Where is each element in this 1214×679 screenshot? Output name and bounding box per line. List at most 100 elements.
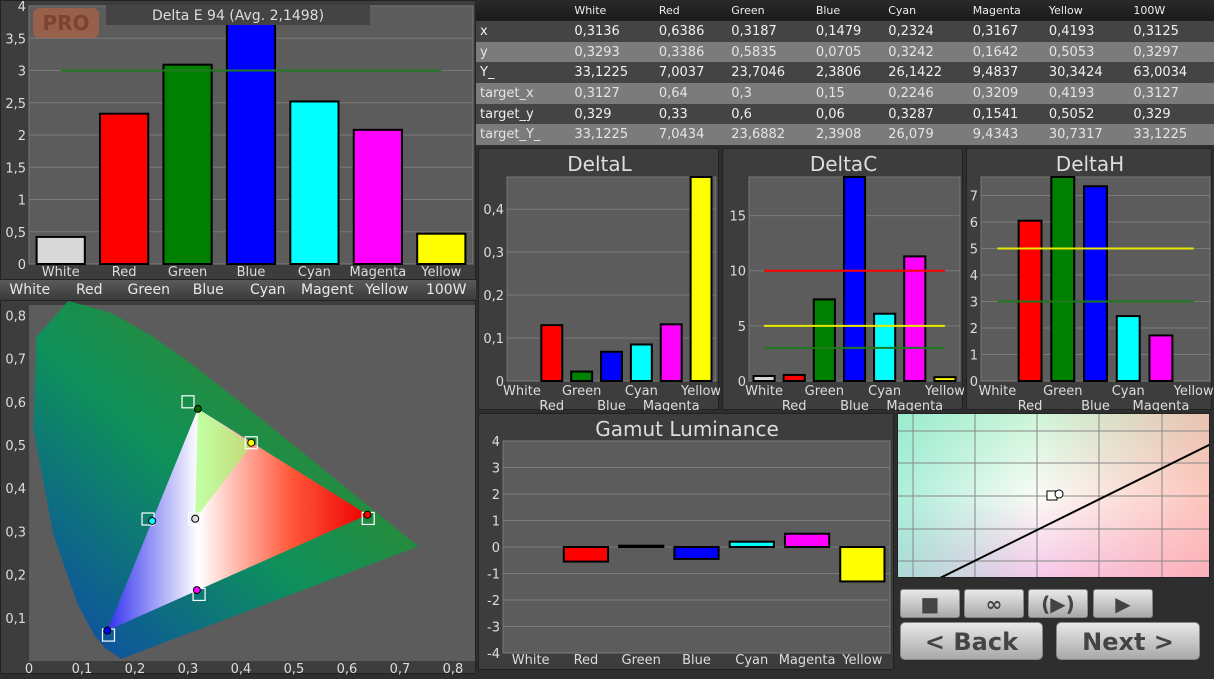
- y-tick-label: 0,6: [5, 396, 26, 411]
- table-cell: 26,079: [884, 124, 969, 145]
- y-tick-label: 0: [738, 375, 746, 390]
- patch-tab-white[interactable]: White: [9, 282, 51, 298]
- table-cell: 26,1422: [884, 62, 969, 84]
- play-button[interactable]: ▶: [1093, 589, 1153, 618]
- x-tick-label: Red: [782, 399, 807, 411]
- table-cell: 0,33: [654, 103, 728, 125]
- x-tick-label: Yellow: [1173, 384, 1213, 399]
- y-tick-label: 0: [496, 375, 504, 390]
- y-tick-label: 3: [970, 296, 978, 311]
- measured-marker: [363, 510, 372, 519]
- bar-cyan: [728, 540, 775, 548]
- y-tick-label: 0,4: [5, 482, 26, 497]
- x-tick-label: Magenta: [886, 399, 943, 411]
- y-tick-label: 5: [970, 243, 978, 258]
- table-cell: 0,2246: [884, 83, 969, 104]
- x-tick-label: Red: [1018, 399, 1043, 411]
- patch-tab-100w[interactable]: 100W: [425, 282, 467, 298]
- measured-marker: [191, 514, 200, 523]
- y-tick-label: 5: [738, 320, 746, 335]
- table-cell: 33,1225: [570, 124, 655, 145]
- delta-e-chart: 0 0,5 1 1,5 2 2,5 3 3,5 4 White Red Green Blue Cyan Ma…: [5, 0, 474, 280]
- x-tick-label: White: [512, 653, 550, 668]
- x-tick-label: Cyan: [298, 265, 331, 280]
- x-tick-label: Yellow: [841, 653, 882, 668]
- delta-e-panel: 0 0,5 1 1,5 2 2,5 3 3,5 4 White Red Green Blue Cyan Ma…: [0, 0, 476, 280]
- x-tick-label: White: [42, 265, 80, 280]
- table-cell: 33,1225: [570, 62, 655, 84]
- y-tick-label: 4: [970, 269, 978, 284]
- x-tick-label: Cyan: [735, 653, 768, 668]
- table-cell: 0,3242: [884, 41, 969, 63]
- column-header: Magenta: [968, 0, 1045, 22]
- table-cell: 33,1225: [1129, 124, 1214, 145]
- x-tick-label: Red: [539, 399, 564, 411]
- table-cell: 0,3125: [1129, 21, 1214, 42]
- bar-green: [1050, 176, 1076, 382]
- planckian-locus-line: [939, 443, 1209, 577]
- table-cell: 0,5052: [1044, 103, 1130, 125]
- bar-cyan: [1115, 315, 1141, 382]
- bar-yellow: [416, 232, 467, 265]
- patch-tab-blue[interactable]: Blue: [192, 282, 224, 298]
- bar-red: [562, 546, 610, 563]
- patch-tab-red[interactable]: Red: [75, 282, 103, 298]
- table-cell: 0,6386: [654, 21, 728, 42]
- table-cell: 63,0034: [1129, 62, 1214, 84]
- y-tick-label: 0,1: [5, 612, 26, 627]
- delta-h-panel: 0 1 2 3 4 5 6 7 White Red Green Blue Cyan Magenta Yell…: [966, 148, 1214, 414]
- y-tick-label: 0,2: [483, 289, 504, 304]
- y-tick-label: 4: [492, 435, 500, 450]
- x-tick-label: Blue: [682, 653, 711, 668]
- y-tick-label: 0,3: [483, 246, 504, 261]
- y-tick-label: 10: [729, 265, 746, 280]
- x-tick-label: 0: [25, 662, 33, 675]
- y-tick-label: 0,8: [5, 309, 26, 324]
- x-tick-label: Cyan: [1112, 384, 1145, 399]
- y-tick-label: -3: [487, 621, 500, 636]
- stop-button[interactable]: ■: [900, 589, 960, 618]
- table-cell: 9,4343: [968, 124, 1045, 145]
- patch-tab-green[interactable]: Green: [127, 282, 170, 298]
- patch-tab-cyan[interactable]: Cyan: [249, 282, 286, 298]
- patch-selector-strip[interactable]: White Red Green Blue Cyan Magent Yellow 100W: [0, 280, 476, 300]
- back-button[interactable]: < Back: [900, 622, 1043, 660]
- measured-gamut-triangle: [107, 408, 368, 631]
- tint-grid: [898, 414, 1209, 577]
- table-row: y 0,3293 0,3386 0,5835 0,0705 0,3242 0,1642 0,5…: [476, 41, 1214, 63]
- delta-l-chart: 0 0,1 0,2 0,3 0,4 WhiteRedGreenBlueCyanMagent…: [483, 152, 721, 414]
- measured-marker: [103, 626, 112, 635]
- table-cell: 0,3187: [727, 21, 812, 42]
- patch-tab-yellow[interactable]: Yellow: [365, 282, 409, 298]
- target-marker: [188, 512, 202, 526]
- y-tick-label: 15: [729, 210, 746, 225]
- measured-marker: [148, 516, 157, 525]
- bar-green: [812, 298, 836, 382]
- bar-blue: [673, 546, 720, 560]
- table-row: target_y 0,329 0,33 0,6 0,06 0,3287 0,1541 0,50…: [476, 103, 1214, 125]
- bar-green: [162, 63, 213, 265]
- bar-magenta: [1148, 334, 1174, 382]
- delta-l-panel: 0 0,1 0,2 0,3 0,4 White Red Green Blue Cyan Magent…: [478, 148, 721, 414]
- y-tick-label: 0,4: [483, 203, 504, 218]
- x-tick-label: 0,4: [231, 662, 252, 675]
- y-tick-label: 0,2: [5, 569, 26, 584]
- table-cell: 23,7046: [727, 62, 812, 84]
- bar-green: [618, 544, 665, 549]
- table-cell: 0,3386: [654, 41, 728, 63]
- table-cell: target_Y_: [476, 124, 571, 145]
- x-tick-label: 0,1: [72, 662, 93, 675]
- next-button[interactable]: Next >: [1056, 622, 1200, 660]
- play-once-button[interactable]: (▶): [1028, 589, 1088, 618]
- loop-button[interactable]: ∞: [964, 589, 1024, 618]
- table-cell: target_x: [476, 83, 571, 104]
- y-tick-label: 7: [970, 190, 978, 205]
- table-cell: 23,6882: [727, 124, 812, 145]
- y-tick-label: 0,3: [5, 525, 26, 540]
- y-tick-label: 1: [492, 515, 500, 530]
- bar-yellow: [839, 546, 886, 583]
- y-tick-label: 1: [18, 194, 26, 209]
- chart-title: Delta E 94 (Avg. 2,1498): [152, 8, 324, 24]
- x-tick-label: Magenta: [643, 399, 700, 411]
- patch-tab-magent[interactable]: Magent: [300, 282, 354, 298]
